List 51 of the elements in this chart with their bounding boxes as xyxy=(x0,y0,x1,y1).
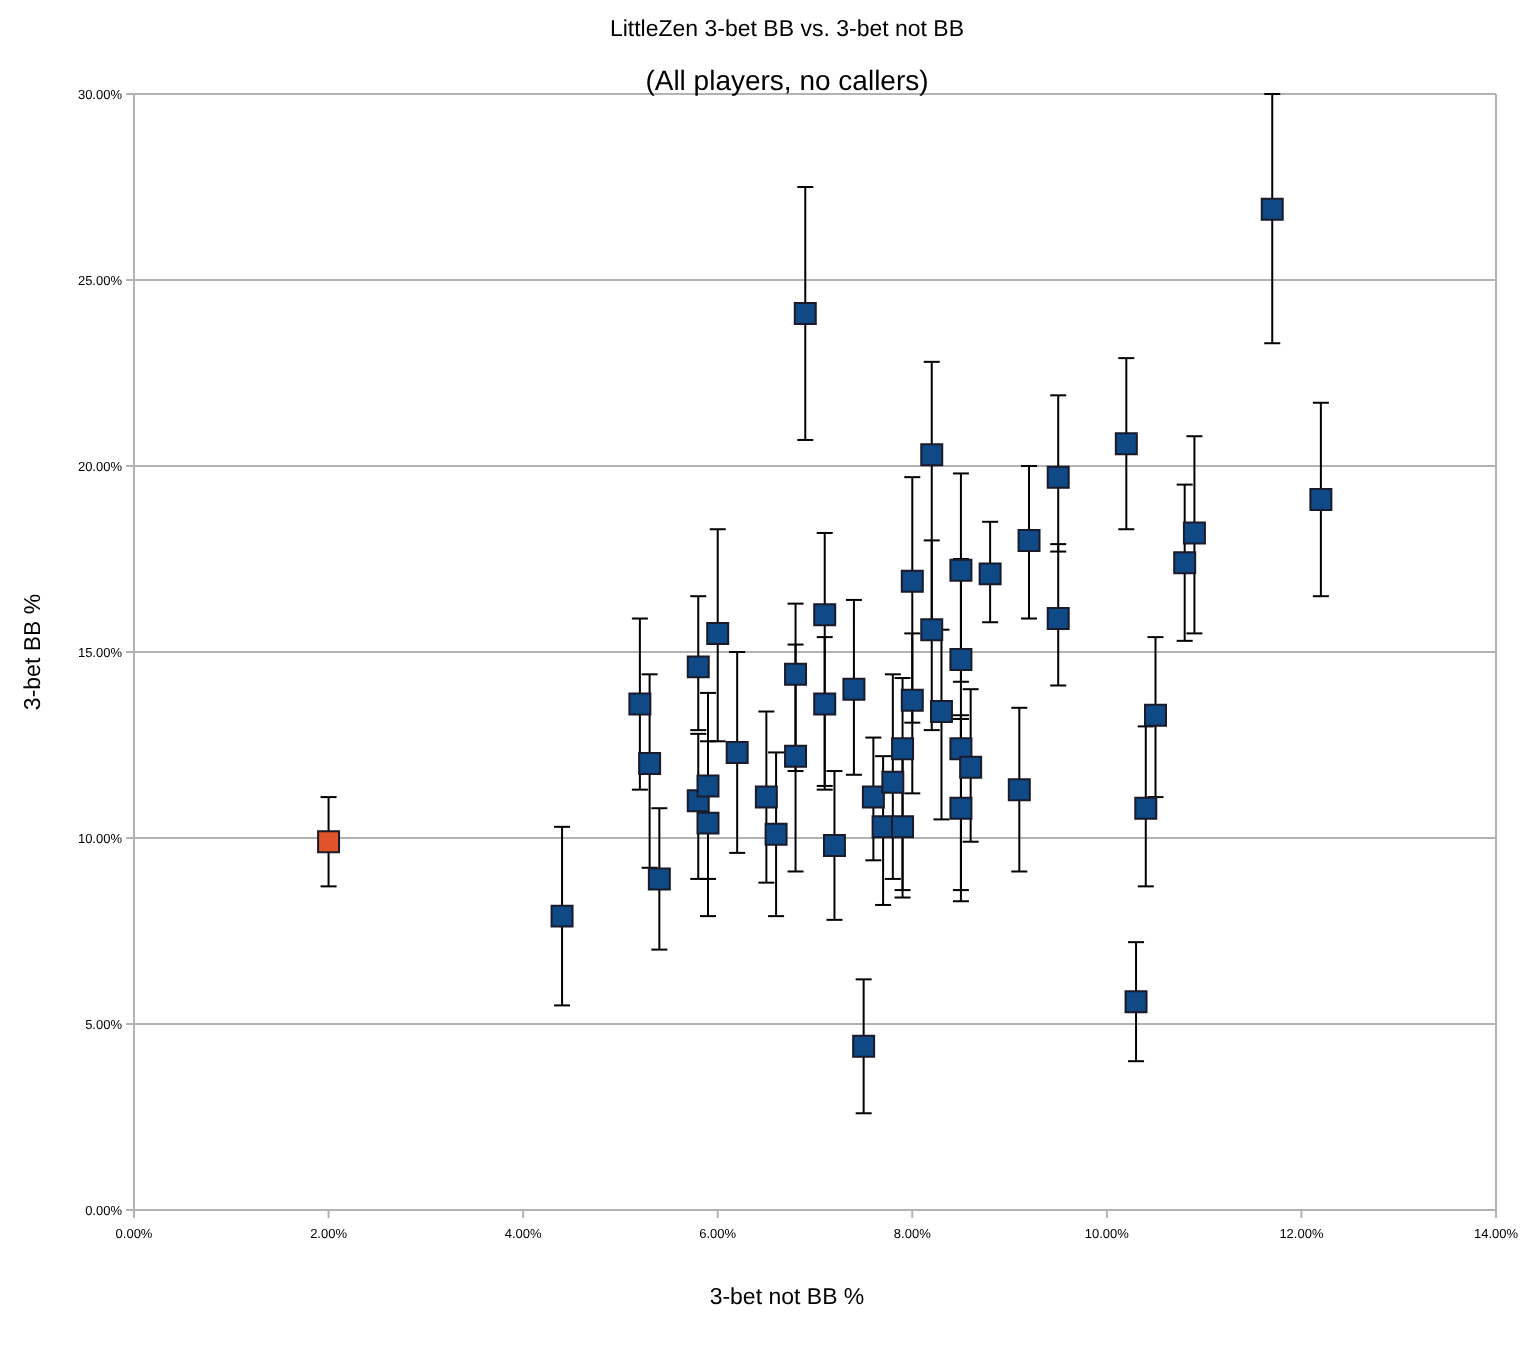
point xyxy=(725,740,749,764)
point xyxy=(900,688,924,712)
point xyxy=(638,752,662,776)
point xyxy=(1144,703,1167,727)
point xyxy=(949,796,973,820)
point xyxy=(891,815,915,839)
point xyxy=(1017,528,1041,552)
point xyxy=(317,830,341,854)
point xyxy=(784,662,808,686)
point xyxy=(784,744,808,768)
point xyxy=(813,603,837,627)
point xyxy=(881,770,905,794)
point xyxy=(852,1034,876,1058)
point xyxy=(978,562,1002,586)
point xyxy=(959,755,983,779)
point xyxy=(764,822,788,846)
point xyxy=(920,443,944,467)
point xyxy=(813,692,837,716)
point xyxy=(686,655,710,679)
point xyxy=(842,677,866,701)
x-axis-title: 3-bet not BB % xyxy=(709,1286,865,1310)
point xyxy=(1007,778,1031,802)
point xyxy=(920,618,944,642)
point xyxy=(1134,796,1158,820)
point xyxy=(628,692,652,716)
point xyxy=(949,558,973,582)
point xyxy=(861,785,885,809)
chart-subtitle: (All players, no callers) xyxy=(645,64,929,96)
point xyxy=(1046,465,1070,489)
point xyxy=(647,867,671,891)
point xyxy=(696,811,720,835)
point xyxy=(1046,607,1070,631)
point xyxy=(949,737,973,761)
point xyxy=(706,621,730,645)
point xyxy=(822,833,846,857)
point xyxy=(1173,551,1197,575)
y-axis-title: 3-bet BB % xyxy=(22,593,46,711)
point xyxy=(550,904,574,928)
point xyxy=(1309,487,1333,511)
point xyxy=(929,700,953,724)
point xyxy=(900,569,924,593)
point xyxy=(1114,432,1138,456)
point xyxy=(1124,990,1148,1014)
point xyxy=(1182,521,1206,545)
point xyxy=(891,737,915,761)
point xyxy=(1260,197,1284,221)
point xyxy=(754,785,778,809)
point xyxy=(793,301,817,325)
chart-title: LittleZen 3-bet BB vs. 3-bet not BB xyxy=(609,18,965,42)
point xyxy=(949,647,973,671)
point xyxy=(696,774,720,798)
